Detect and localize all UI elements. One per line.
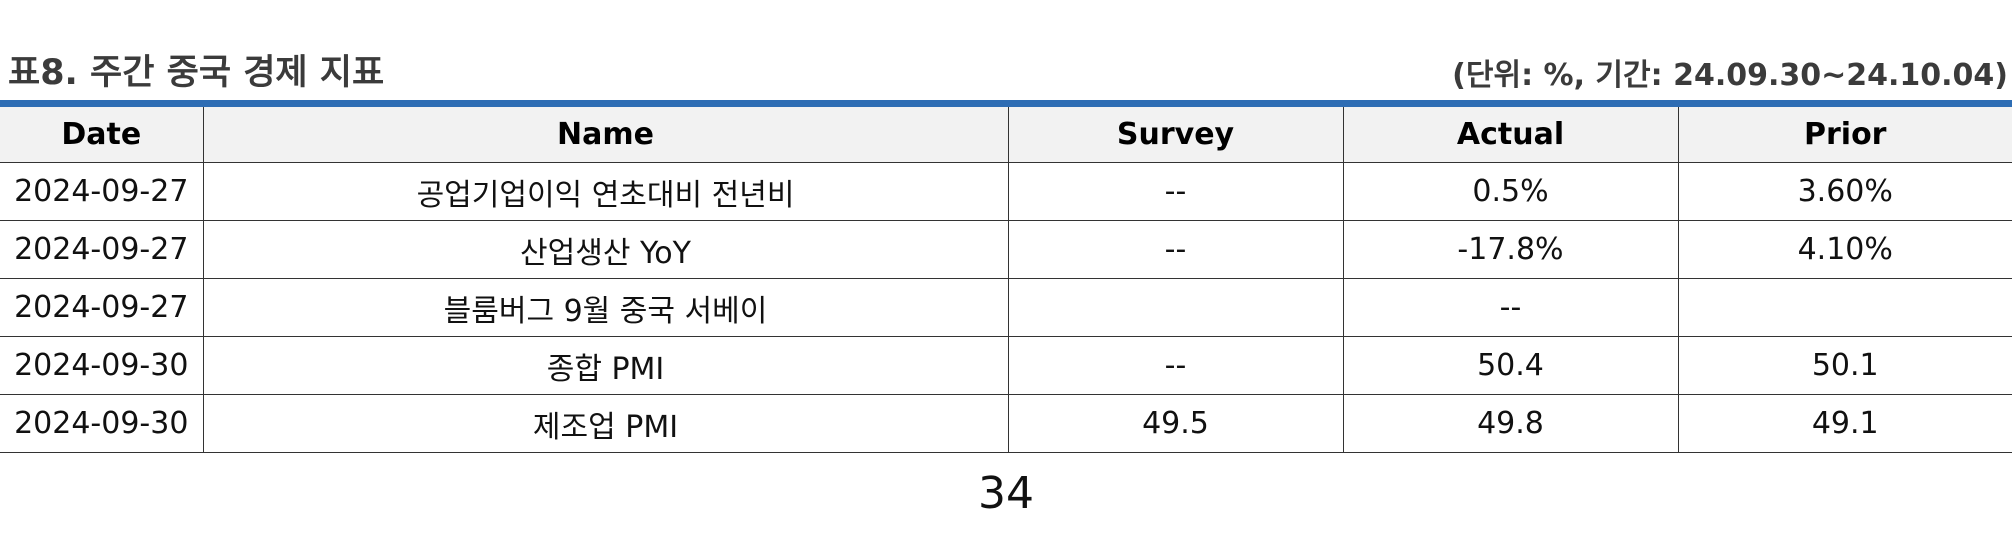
table-row: 2024-09-27 산업생산 YoY -- -17.8% 4.10%: [0, 220, 2012, 279]
cell-prior: 50.1: [1677, 336, 2012, 395]
table-row: 2024-09-30 종합 PMI -- 50.4 50.1: [0, 336, 2012, 395]
table-row: 2024-09-30 제조업 PMI 49.5 49.8 49.1: [0, 394, 2012, 453]
cell-prior: 3.60%: [1677, 162, 2012, 221]
column-header-prior: Prior: [1677, 107, 2012, 163]
cell-actual: -17.8%: [1342, 220, 1678, 279]
cell-actual: 49.8: [1342, 394, 1678, 453]
cell-actual: 0.5%: [1342, 162, 1678, 221]
table-title: 표8. 주간 중국 경제 지표: [8, 53, 385, 93]
cell-actual: --: [1342, 278, 1678, 337]
cell-date: 2024-09-30: [0, 336, 203, 395]
cell-survey: [1007, 278, 1343, 337]
column-header-actual: Actual: [1342, 107, 1678, 163]
column-header-name: Name: [202, 107, 1008, 163]
cell-date: 2024-09-27: [0, 278, 203, 337]
header-rule: [0, 100, 2012, 107]
cell-date: 2024-09-30: [0, 394, 203, 453]
cell-prior: [1677, 278, 2012, 337]
cell-survey: 49.5: [1007, 394, 1343, 453]
column-header-date: Date: [0, 107, 203, 163]
table-header-row: Date Name Survey Actual Prior: [0, 107, 2012, 163]
cell-survey: --: [1007, 336, 1343, 395]
cell-name: 산업생산 YoY: [202, 220, 1008, 279]
cell-prior: 4.10%: [1677, 220, 2012, 279]
economic-indicators-table: Date Name Survey Actual Prior 2024-09-27…: [0, 107, 2012, 453]
table-row: 2024-09-27 공업기업이익 연초대비 전년비 -- 0.5% 3.60%: [0, 162, 2012, 221]
cell-date: 2024-09-27: [0, 220, 203, 279]
cell-actual: 50.4: [1342, 336, 1678, 395]
page-header: 표8. 주간 중국 경제 지표 (단위: %, 기간: 24.09.30~24.…: [0, 38, 2012, 94]
cell-prior: 49.1: [1677, 394, 2012, 453]
cell-survey: --: [1007, 220, 1343, 279]
column-header-survey: Survey: [1007, 107, 1343, 163]
cell-name: 공업기업이익 연초대비 전년비: [202, 162, 1008, 221]
cell-name: 종합 PMI: [202, 336, 1008, 395]
page-number: 34: [978, 468, 1034, 519]
unit-period-note: (단위: %, 기간: 24.09.30~24.10.04): [1452, 58, 2008, 93]
cell-survey: --: [1007, 162, 1343, 221]
cell-name: 제조업 PMI: [202, 394, 1008, 453]
cell-name: 블룸버그 9월 중국 서베이: [202, 278, 1008, 337]
cell-date: 2024-09-27: [0, 162, 203, 221]
table-row: 2024-09-27 블룸버그 9월 중국 서베이 --: [0, 278, 2012, 337]
